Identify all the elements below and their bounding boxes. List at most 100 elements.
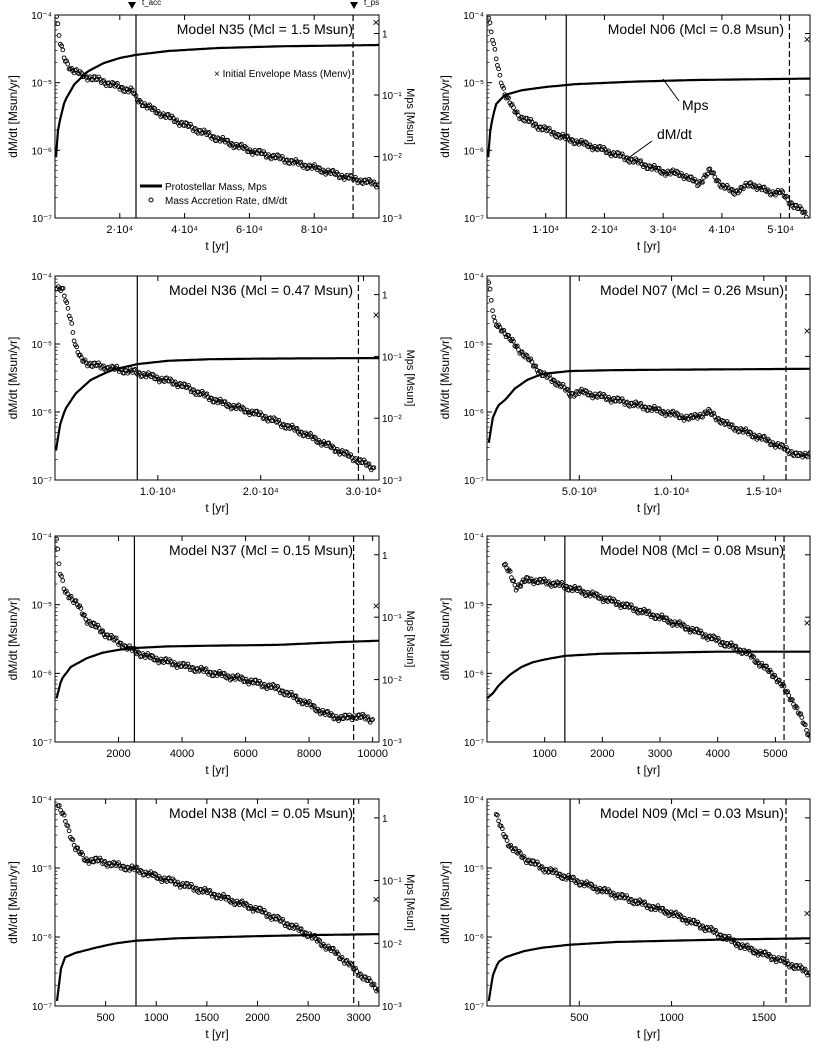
panel-title: Model N35 (Mcl = 1.5 Msun)	[177, 21, 353, 37]
dmdt-point	[125, 645, 131, 651]
dmdt-point	[135, 649, 141, 655]
dmdt-point	[127, 643, 132, 649]
dmdt-point	[594, 591, 600, 597]
dmdt-point	[490, 308, 495, 313]
y-tick-label-left: 10⁻⁷	[32, 214, 52, 225]
y-tick-label-left: 10⁻⁶	[463, 933, 484, 944]
dmdt-point	[682, 915, 687, 921]
plot-area	[487, 15, 812, 223]
x-tick-label: 5000	[763, 748, 787, 760]
dmdt-point	[311, 934, 316, 939]
dmdt-point	[707, 166, 713, 172]
dmdt-point	[716, 178, 721, 184]
dmdt-point	[292, 925, 298, 930]
x-tick-label: 1·10⁴	[532, 224, 559, 236]
dmdt-point	[492, 318, 498, 324]
dmdt-point	[756, 183, 762, 189]
dmdt-point	[734, 188, 740, 193]
dmdt-point	[711, 633, 716, 639]
dmdt-point	[291, 160, 296, 166]
dmdt-point	[518, 850, 523, 856]
x-axis-label: t [yr]	[205, 1027, 228, 1041]
plot-frame	[486, 275, 811, 481]
dmdt-point	[60, 285, 66, 291]
dmdt-point	[226, 402, 232, 407]
dmdt-point	[660, 408, 666, 414]
dmdt-point	[249, 906, 255, 912]
dmdt-point	[777, 190, 783, 196]
dmdt-point	[565, 387, 571, 392]
dmdt-point	[506, 332, 511, 338]
dmdt-point	[134, 864, 140, 870]
dmdt-point	[725, 936, 731, 941]
y-tick-label-left: 10⁻⁴	[31, 532, 52, 543]
panel-n35: 10⁻⁷ 10⁻⁶ 10⁻⁵ 10⁻⁴ 10⁻³ 10⁻² 10⁻¹ 1 2·10⁴ 4·10⁴ 6…	[6, 11, 416, 253]
dmdt-point	[637, 159, 642, 165]
dmdt-point	[808, 219, 812, 223]
envelope-mass-marker: ×	[803, 616, 810, 630]
dmdt-point	[136, 369, 142, 375]
dmdt-point	[728, 640, 734, 646]
y-tick-label-left: 10⁻⁶	[31, 669, 52, 680]
dmdt-point	[374, 184, 379, 190]
y-tick-label-left: 10⁻⁴	[31, 11, 52, 22]
dmdt-point	[228, 406, 234, 412]
dmdt-point	[731, 937, 737, 943]
dmdt-point	[239, 404, 245, 410]
dmdt-point	[368, 978, 373, 984]
dmdt-point	[96, 74, 102, 80]
dmdt-point	[533, 363, 539, 369]
envelope-mass-marker: ×	[803, 324, 810, 338]
dmdt-point	[215, 135, 221, 141]
dmdt-point	[74, 344, 79, 350]
dmdt-point	[790, 697, 795, 702]
dmdt-point	[222, 399, 228, 404]
dmdt-point	[239, 674, 244, 680]
dmdt-point	[511, 338, 516, 344]
dmdt-point	[491, 41, 497, 47]
dmdt-point	[648, 405, 654, 411]
plot-area	[55, 284, 379, 473]
dmdt-point	[771, 442, 777, 448]
dmdt-point	[341, 177, 347, 182]
y-axis-label-left: dM/dt [Msun/yr]	[6, 861, 20, 944]
dmdt-point	[86, 861, 92, 866]
dmdt-point	[507, 569, 513, 574]
y-axis-label-right: Mps [Msun]	[404, 611, 416, 668]
panel-title: Model N08 (Mcl = 0.08 Msun)	[600, 542, 784, 558]
dmdt-point	[59, 43, 64, 49]
panel-title: Model N37 (Mcl = 0.15 Msun)	[169, 542, 353, 558]
x-axis-label: t [yr]	[637, 501, 660, 515]
dmdt-point	[107, 635, 113, 641]
dmdt-point	[70, 330, 76, 335]
dmdt-point	[217, 893, 223, 899]
x-tick-label: 1500	[752, 1012, 776, 1024]
dmdt-point	[224, 675, 230, 681]
y-tick-label-right: 1	[382, 551, 388, 562]
dmdt-point	[65, 823, 71, 829]
dmdt-point	[321, 439, 327, 444]
x-tick-label: 5·10⁴	[767, 224, 794, 236]
x-tick-label: 6·10⁴	[236, 224, 263, 236]
dmdt-point	[124, 87, 130, 92]
dmdt-point	[334, 447, 340, 452]
plot-frame	[54, 535, 380, 743]
dmdt-point	[487, 20, 493, 26]
dmdt-point	[60, 578, 66, 583]
dmdt-point	[243, 900, 249, 906]
y-tick-label-left: 10⁻⁴	[31, 272, 52, 283]
dmdt-point	[752, 950, 757, 956]
dmdt-point	[700, 414, 705, 420]
dmdt-point	[662, 911, 668, 916]
dmdt-point	[632, 159, 637, 164]
x-tick-label: 8000	[297, 748, 321, 760]
dmdt-point	[801, 967, 807, 973]
plot-frame	[486, 535, 811, 743]
dmdt-point	[799, 715, 805, 720]
dmdt-point	[698, 628, 704, 634]
dmdt-point	[695, 919, 701, 925]
dmdt-point	[751, 654, 756, 660]
dmdt-point	[85, 858, 91, 864]
plot-area	[55, 536, 379, 725]
dmdt-point	[127, 88, 133, 93]
